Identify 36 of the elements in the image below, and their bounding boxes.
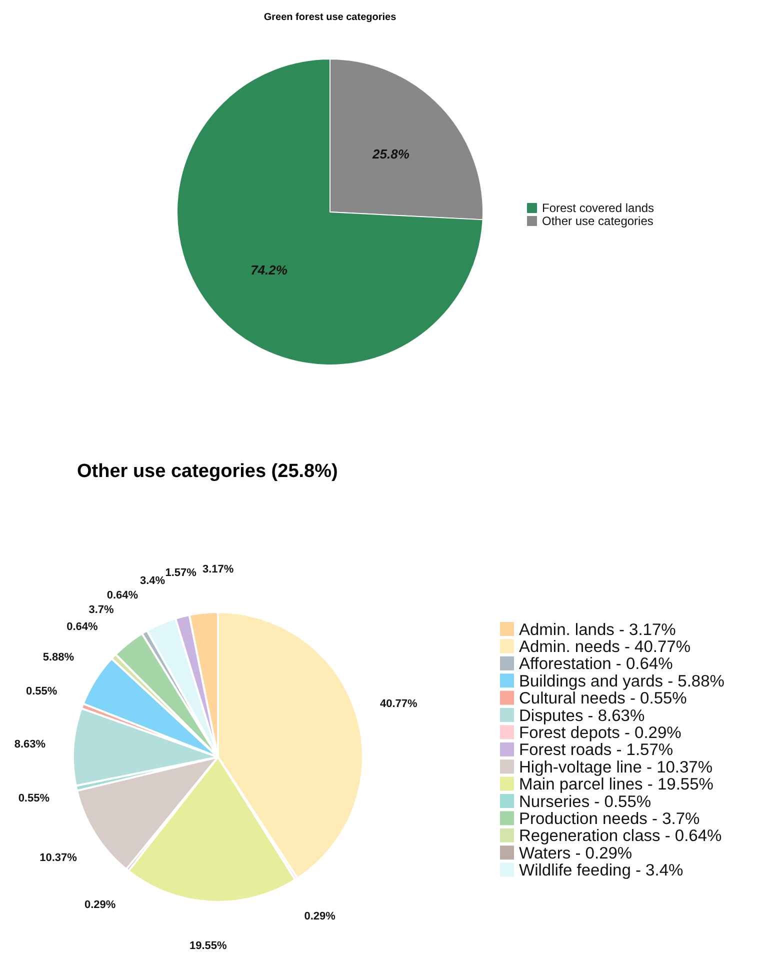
legend-label: Wildlife feeding - 3.4% (519, 862, 684, 880)
data-label: 0.64% (66, 621, 98, 634)
data-label: 3.17% (202, 563, 234, 576)
data-label: 25.8% (372, 146, 410, 162)
data-label: 0.55% (18, 792, 50, 804)
legend-label: Admin. lands - 3.17% (519, 620, 676, 639)
legend-label: Other use categories (542, 214, 654, 228)
legend-label: High-voltage line - 10.37% (519, 758, 713, 776)
legend-label: Admin. needs - 40.77% (519, 638, 691, 656)
legend-label: Cultural needs - 0.55% (519, 690, 688, 708)
data-label: 0.29% (84, 898, 116, 911)
data-label: 0.64% (106, 589, 138, 602)
data-label: 5.88% (42, 651, 74, 664)
data-label: 3.7% (88, 604, 114, 616)
legend-label: Forest depots - 0.29% (519, 724, 682, 742)
data-label: 40.77% (380, 698, 418, 710)
chart-title: Green forest use categories (264, 12, 397, 23)
legend-label: Forest covered lands (542, 201, 654, 216)
legend-label: Disputes - 8.63% (519, 706, 645, 725)
legend-label: Buildings and yards - 5.88% (519, 672, 725, 690)
legend-label: Afforestation - 0.64% (519, 655, 674, 674)
data-label: 3.4% (140, 575, 166, 588)
legend-label: Waters - 0.29% (519, 844, 632, 862)
data-label: 1.57% (165, 567, 197, 580)
chart-title: Other use categories (25.8%) (77, 461, 338, 482)
data-label: 0.29% (304, 910, 336, 922)
legend-label: Production needs - 3.7% (519, 810, 700, 828)
data-label: 10.37% (40, 852, 78, 864)
legend-label: Main parcel lines - 19.55% (519, 776, 714, 794)
data-label: 0.55% (26, 685, 58, 698)
data-label: 19.55% (189, 940, 227, 952)
legend-label: Nurseries - 0.55% (519, 792, 652, 811)
legend-label: Regeneration class - 0.64% (519, 827, 722, 846)
data-label: 8.63% (14, 738, 46, 750)
legend-label: Forest roads - 1.57% (519, 741, 674, 760)
data-label: 74.2% (250, 262, 288, 278)
